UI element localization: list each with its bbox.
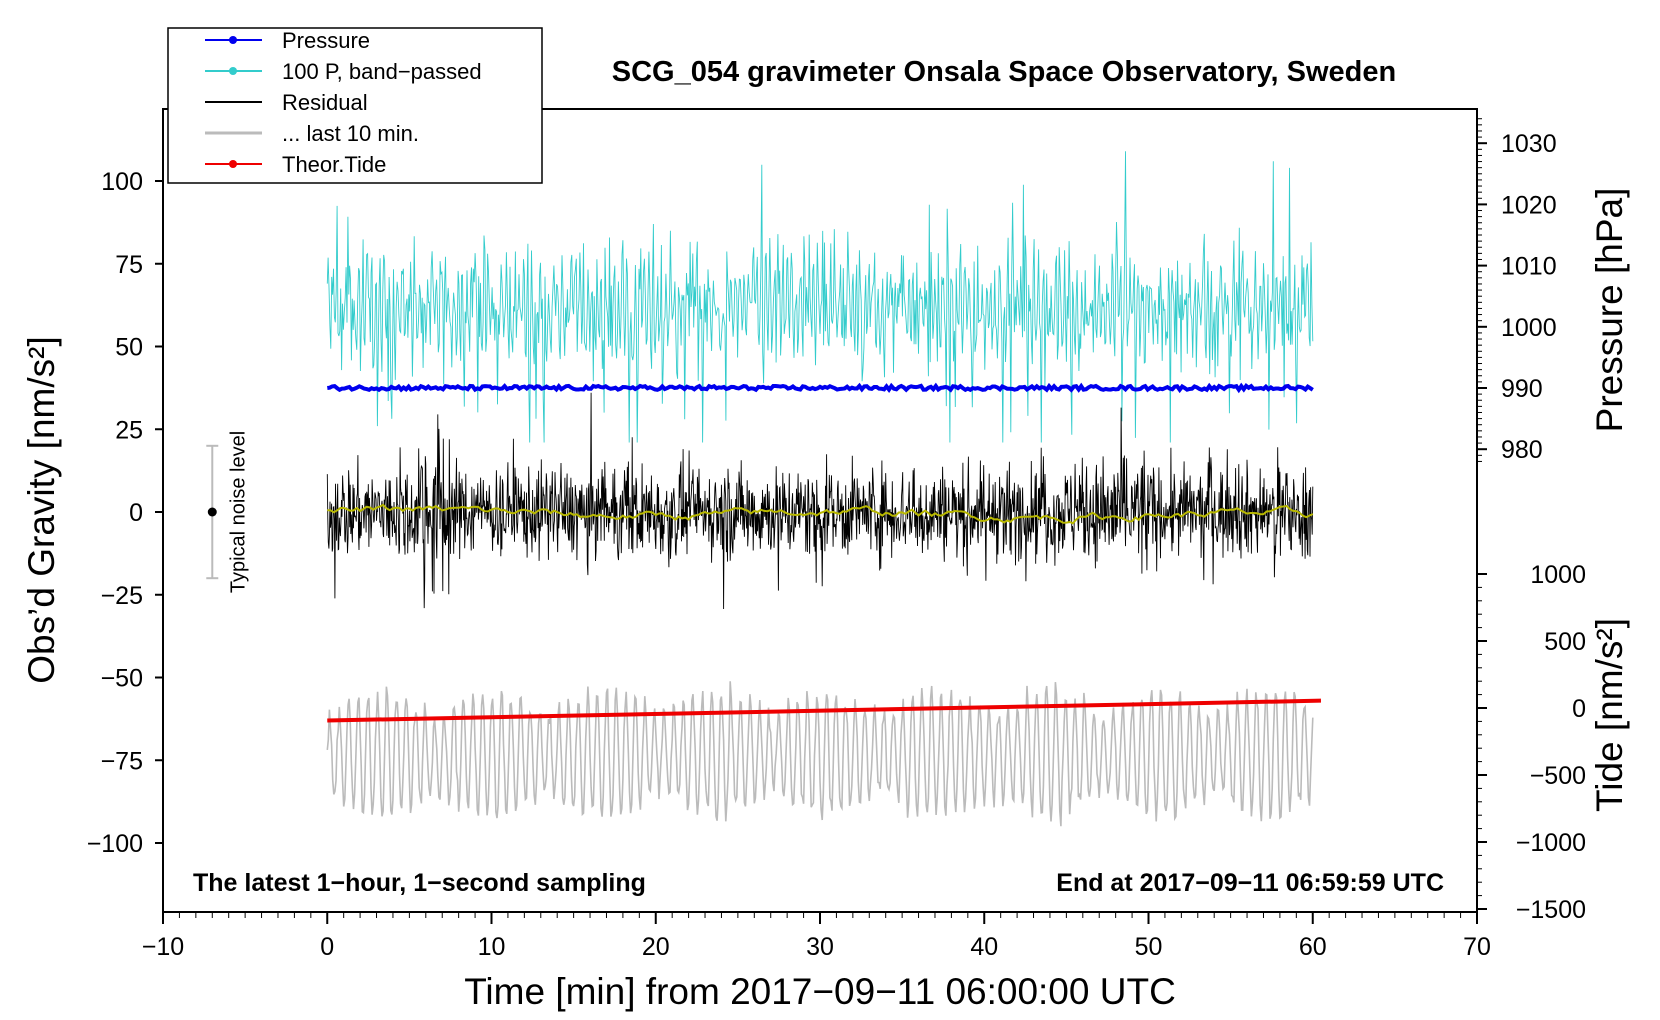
tide-tick-label: −1500 xyxy=(1516,896,1586,924)
legend-label: 100 P, band−passed xyxy=(282,59,482,84)
y-axis-left: 100 75 50 25 0 −25 −50 −75 −100 xyxy=(87,168,163,858)
y-left-tick-label: 0 xyxy=(129,499,143,527)
series-last10 xyxy=(326,681,1314,827)
tide-line xyxy=(327,698,1322,723)
pressure-tick-label: 1000 xyxy=(1501,314,1557,342)
y-left-tick-label: 25 xyxy=(115,416,143,444)
y-left-tick-label: −75 xyxy=(101,747,143,775)
y-left-tick-label: 100 xyxy=(101,168,143,196)
y-left-tick-label: 75 xyxy=(115,251,143,279)
pressure-tick-label: 990 xyxy=(1501,375,1543,403)
legend-box xyxy=(167,27,543,184)
tide-tick-label: 500 xyxy=(1544,628,1586,656)
tide-tick-label: −1000 xyxy=(1516,829,1586,857)
annotation-latest-hour: The latest 1−hour, 1−second sampling xyxy=(193,869,646,897)
legend-label: Pressure xyxy=(282,28,370,53)
x-tick-label: 70 xyxy=(1463,933,1491,961)
x-tick-label: 40 xyxy=(970,933,998,961)
y-left-tick-label: 50 xyxy=(115,334,143,362)
y-left-tick-label: −50 xyxy=(101,665,143,693)
pressure-line xyxy=(327,382,1314,394)
x-tick-label: 30 xyxy=(806,933,834,961)
tide-tick-label: −500 xyxy=(1530,762,1586,790)
y-axis-pressure: 1030 1020 1010 1000 990 980 xyxy=(1477,118,1557,464)
noise-level-dot xyxy=(207,507,217,517)
x-tick-label: 60 xyxy=(1299,933,1327,961)
series-band-passed xyxy=(326,151,1314,443)
legend-label: Theor.Tide xyxy=(282,152,386,177)
noise-level-label: Typical noise level xyxy=(227,431,249,593)
last-10-min-line xyxy=(326,681,1314,827)
residual-line xyxy=(326,392,1314,610)
chart-title: SCG_054 gravimeter Onsala Space Observat… xyxy=(612,56,1396,88)
x-tick-label: 0 xyxy=(320,933,334,961)
y-left-tick-label: −25 xyxy=(101,582,143,610)
legend-marker xyxy=(229,160,237,168)
series-residual-smoothed xyxy=(327,503,1314,525)
y-axis-label-left: Obs’d Gravity [nm/s²] xyxy=(21,336,62,683)
series-pressure xyxy=(327,382,1314,394)
annotation-end-time: End at 2017−09−11 06:59:59 UTC xyxy=(1056,869,1444,897)
x-tick-label: 20 xyxy=(642,933,670,961)
x-axis-label: Time [min] from 2017−09−11 06:00:00 UTC xyxy=(464,971,1176,1012)
legend-label: Residual xyxy=(282,90,368,115)
series-tide xyxy=(327,698,1322,723)
series-residual xyxy=(326,392,1314,610)
tide-tick-label: 0 xyxy=(1572,695,1586,723)
x-tick-label: 10 xyxy=(478,933,506,961)
x-axis: −10 0 10 20 30 40 50 60 70 xyxy=(142,912,1491,961)
legend: Pressure 100 P, band−passed Residual ... la… xyxy=(167,27,543,184)
band-passed-line xyxy=(326,151,1314,443)
legend-marker xyxy=(229,36,237,44)
noise-level-indicator: Typical noise level xyxy=(206,431,249,593)
y-axis-tide: 1000 500 0 −500 −1000 −1500 xyxy=(1477,561,1586,924)
pressure-tick-label: 1010 xyxy=(1501,253,1557,281)
y-left-tick-label: −100 xyxy=(87,830,143,858)
pressure-tick-label: 980 xyxy=(1501,436,1543,464)
legend-label: ... last 10 min. xyxy=(282,121,419,146)
x-tick-label: −10 xyxy=(142,933,184,961)
pressure-tick-label: 1030 xyxy=(1501,130,1557,158)
x-tick-label: 50 xyxy=(1135,933,1163,961)
legend-marker xyxy=(229,67,237,75)
y-axis-label-pressure: Pressure [hPa] xyxy=(1589,188,1630,433)
residual-smoothed-line xyxy=(327,503,1314,525)
y-axis-label-tide: Tide [nm/s²] xyxy=(1589,618,1630,812)
tide-tick-label: 1000 xyxy=(1530,561,1586,589)
pressure-tick-label: 1020 xyxy=(1501,191,1557,219)
